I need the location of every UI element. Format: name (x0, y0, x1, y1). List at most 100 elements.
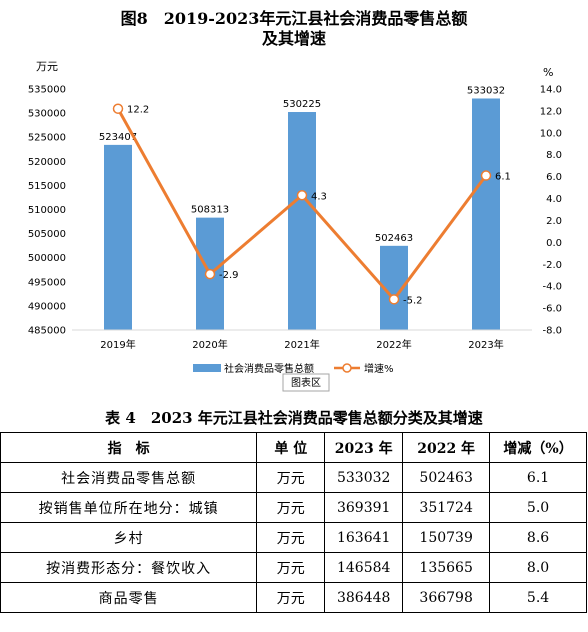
right-tick-label: -2.0 (542, 260, 562, 271)
row-change: 8.0 (489, 552, 587, 583)
row-name: 商品零售 (0, 582, 258, 613)
row-2023: 369391 (324, 492, 404, 523)
row-name: 按消费形态分：餐饮收入 (0, 552, 258, 583)
row-2023: 146584 (324, 552, 404, 583)
bar-value-label: 530225 (283, 99, 321, 110)
row-2023: 163641 (324, 522, 404, 553)
row-name: 乡村 (0, 522, 258, 553)
bar-data-labels: 523407 508313 530225 502463 533032 (99, 85, 505, 243)
x-tick-label: 2021年 (284, 338, 319, 351)
bar-series (104, 98, 500, 330)
row-unit: 万元 (256, 462, 326, 493)
row-change: 8.6 (489, 522, 587, 553)
legend-bar-label: 社会消费品零售总额 (224, 362, 314, 375)
chart-legend: 社会消费品零售总额 增速% (193, 362, 394, 375)
legend-line-label: 增速% (364, 362, 394, 375)
table-row: 社会消费品零售总额 万元 533032 502463 6.1 (0, 462, 587, 493)
right-tick-label: 4.0 (546, 194, 562, 205)
row-unit: 万元 (256, 522, 326, 553)
x-tick-label: 2022年 (376, 338, 411, 351)
row-unit: 万元 (256, 492, 326, 523)
row-change: 6.1 (489, 462, 587, 493)
row-change: 5.4 (489, 582, 587, 613)
right-tick-label: 0.0 (546, 238, 562, 249)
row-unit: 万元 (256, 552, 326, 583)
right-tick-label: 10.0 (540, 128, 562, 139)
x-tick-label: 2023年 (468, 338, 503, 351)
bar (472, 98, 500, 330)
x-tick-label: 2020年 (192, 338, 227, 351)
left-tick-label: 525000 (28, 133, 66, 144)
left-tick-label: 505000 (28, 229, 66, 240)
x-axis-ticks: 2019年 2020年 2021年 2022年 2023年 (100, 338, 503, 351)
data-table: 指 标 单 位 2023 年 2022 年 增减（%） 社会消费品零售总额 万元… (0, 432, 587, 613)
row-2022: 502463 (402, 462, 491, 493)
row-2023: 386448 (324, 582, 404, 613)
header-2023: 2023 年 (324, 432, 404, 463)
right-tick-label: 14.0 (540, 85, 562, 96)
legend-bar-swatch (193, 364, 221, 372)
growth-value-label: -5.2 (403, 295, 423, 306)
row-2022: 150739 (402, 522, 491, 553)
header-indicator: 指 标 (0, 432, 258, 463)
bar-value-label: 523407 (99, 132, 137, 143)
growth-point (388, 294, 400, 305)
header-2022: 2022 年 (402, 432, 491, 463)
right-tick-label: -4.0 (542, 282, 562, 293)
bar (288, 112, 316, 330)
table-title: 表 4 2023 年元江县社会消费品零售总额分类及其增速 (105, 409, 483, 427)
left-axis-ticks: 485000 490000 495000 500000 505000 510000 5150… (28, 85, 66, 337)
growth-point (480, 170, 492, 181)
left-tick-label: 535000 (28, 85, 66, 96)
row-2023: 533032 (324, 462, 404, 493)
table-header-row: 指 标 单 位 2023 年 2022 年 增减（%） (0, 432, 587, 463)
bar (104, 144, 132, 330)
left-tick-label: 530000 (28, 109, 66, 120)
growth-point (204, 268, 216, 280)
row-2022: 366798 (402, 582, 491, 613)
chart-area-tooltip: 图表区 (291, 376, 321, 389)
right-axis-unit: % (543, 66, 553, 79)
bar-value-label: 502463 (375, 233, 413, 244)
legend-line-marker (342, 363, 352, 373)
growth-value-label: 4.3 (311, 191, 327, 202)
line-data-labels: 12.2 -2.9 4.3 -5.2 6.1 (127, 105, 511, 307)
left-tick-label: 520000 (28, 157, 66, 168)
bar-value-label: 533032 (467, 85, 505, 96)
row-2022: 135665 (402, 552, 491, 583)
left-tick-label: 510000 (28, 205, 66, 216)
chart-area-tooltip-box (282, 373, 330, 392)
growth-value-label: 12.2 (127, 105, 149, 116)
table-row: 商品零售 万元 386448 366798 5.4 (0, 582, 587, 613)
growth-point (112, 103, 124, 114)
left-tick-label: 485000 (28, 326, 66, 337)
row-name: 社会消费品零售总额 (0, 462, 258, 493)
left-tick-label: 490000 (28, 301, 66, 312)
right-tick-label: 2.0 (546, 216, 562, 227)
row-2022: 351724 (402, 492, 491, 523)
right-tick-label: -6.0 (542, 304, 562, 315)
left-axis-unit: 万元 (36, 60, 58, 73)
table-row: 按销售单位所在地分：城镇 万元 369391 351724 5.0 (0, 492, 587, 523)
row-change: 5.0 (489, 492, 587, 523)
table-row: 乡村 万元 163641 150739 8.6 (0, 522, 587, 553)
left-tick-label: 495000 (28, 277, 66, 288)
growth-line-series (112, 103, 492, 305)
row-name: 按销售单位所在地分：城镇 (0, 492, 258, 523)
bar-value-label: 508313 (191, 205, 229, 216)
chart-title-line1: 图8 2019-2023年元江县社会消费品零售总额 (120, 9, 468, 28)
chart-area: 万元 % 485000 490000 495000 500000 505000 51000… (28, 60, 562, 392)
header-change: 增减（%） (489, 432, 587, 463)
right-tick-label: -8.0 (542, 326, 562, 337)
growth-point (296, 190, 308, 201)
left-tick-label: 500000 (28, 253, 66, 264)
growth-value-label: 6.1 (495, 172, 511, 183)
right-tick-label: 12.0 (540, 106, 562, 117)
row-unit: 万元 (256, 582, 326, 613)
table-row: 按消费形态分：餐饮收入 万元 146584 135665 8.0 (0, 552, 587, 583)
x-tick-label: 2019年 (100, 338, 135, 351)
header-unit: 单 位 (256, 432, 326, 463)
right-axis-ticks: -8.0 -6.0 -4.0 -2.0 0.0 2.0 4.0 6.0 8.0 10.0 12.0 1… (540, 85, 562, 337)
right-tick-label: 8.0 (546, 150, 562, 161)
growth-value-label: -2.9 (219, 270, 239, 281)
